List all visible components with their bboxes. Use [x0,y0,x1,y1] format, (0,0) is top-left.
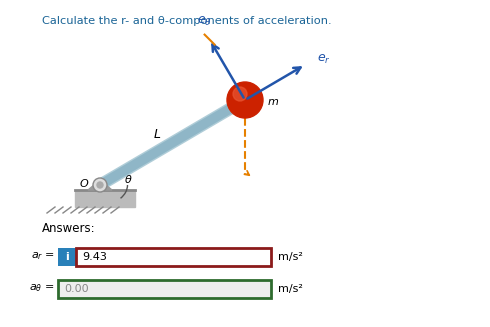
Text: $a_r$ =: $a_r$ = [31,250,55,262]
Text: m/s²: m/s² [278,252,303,262]
Circle shape [227,82,263,118]
Circle shape [93,178,107,192]
Polygon shape [75,190,135,207]
FancyBboxPatch shape [58,248,76,266]
Text: Answers:: Answers: [42,222,96,235]
Text: $e_\theta$: $e_\theta$ [197,14,212,27]
Text: $L$: $L$ [153,128,162,141]
FancyBboxPatch shape [58,280,271,298]
Text: $a_\theta$ =: $a_\theta$ = [29,282,55,294]
FancyBboxPatch shape [76,248,271,266]
Text: i: i [65,252,69,262]
Text: $e_r$: $e_r$ [318,53,331,66]
Text: m/s²: m/s² [278,284,303,294]
Text: $O$: $O$ [79,177,89,189]
Text: 9.43: 9.43 [82,252,107,262]
Text: $\theta$: $\theta$ [123,173,132,185]
Text: Calculate the r- and θ-components of acceleration.: Calculate the r- and θ-components of acc… [42,16,332,26]
Text: 0.00: 0.00 [64,284,89,294]
Polygon shape [88,180,112,190]
Text: $m$: $m$ [267,97,279,107]
Circle shape [97,182,103,188]
Circle shape [233,87,247,101]
